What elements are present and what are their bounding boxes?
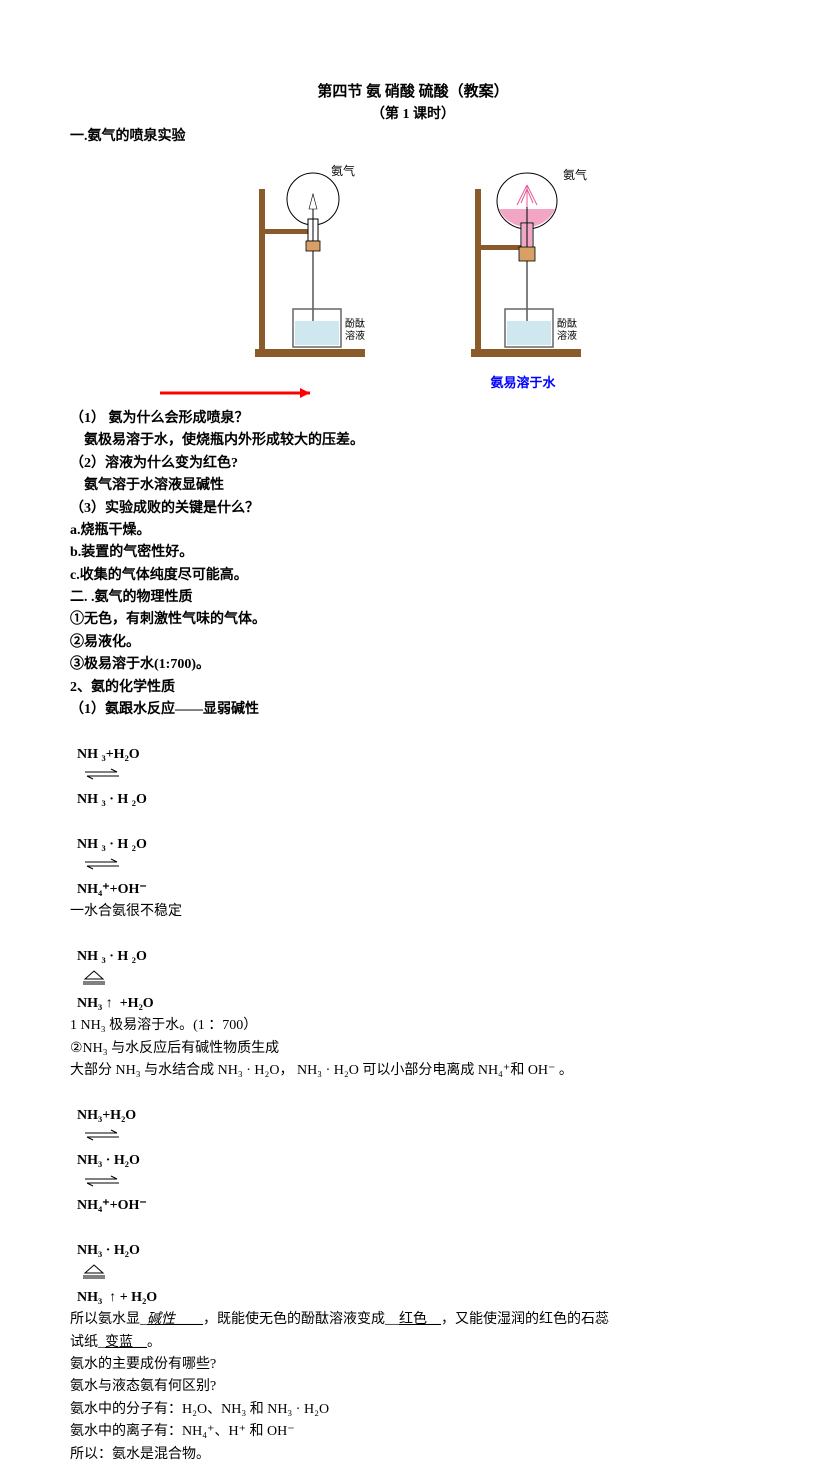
blank-red: 红色__ bbox=[399, 1312, 441, 1327]
heat-triangle-icon bbox=[81, 969, 107, 993]
conc-d: 试纸_ bbox=[70, 1335, 105, 1350]
eq1-right: NH ₃ · H ₂O bbox=[77, 792, 147, 807]
phys-1: ①无色，有刺激性气味的气体。 bbox=[70, 609, 756, 631]
qa-2: 氨水与液态氨有何区别? bbox=[70, 1376, 756, 1398]
stand-base-r bbox=[471, 349, 581, 357]
clamp-r bbox=[475, 245, 525, 250]
eq1-left: NH ₃+H₂O bbox=[77, 747, 140, 762]
heat-triangle-icon bbox=[81, 1263, 107, 1287]
beaker-liquid-r bbox=[507, 321, 551, 345]
stopper-r bbox=[519, 247, 535, 261]
blank-blue: 变蓝__ bbox=[105, 1335, 147, 1350]
beaker-liquid bbox=[295, 321, 339, 345]
q1: （1） 氨为什么会形成喷泉？ bbox=[70, 408, 756, 430]
label-gas-left: 氨气 bbox=[331, 163, 355, 178]
a1: 氨极易溶于水，使烧瓶内外形成较大的压差。 bbox=[70, 430, 756, 452]
stand-rod bbox=[259, 189, 265, 351]
apparatus-after-icon: 氨气 酚酞 溶液 bbox=[443, 159, 603, 369]
eq4-right: NH₄⁺+OH⁻ bbox=[77, 1198, 147, 1213]
conc-b: ，既能使无色的酚酞溶液变成__ bbox=[203, 1312, 399, 1327]
q2: （2）溶液为什么变为红色? bbox=[70, 453, 756, 475]
caption-soluble: 氨易溶于水 bbox=[490, 373, 555, 394]
ions-line: 氨水中的离子有：NH₄⁺、H⁺ 和 OH⁻ bbox=[70, 1421, 756, 1443]
equation-5: NH₃ · H₂O NH₃ ↑ + H₂O bbox=[70, 1218, 756, 1310]
eq4-mid: NH₃ · H₂O bbox=[77, 1153, 140, 1168]
final-line: 所以：氨水是混合物。 bbox=[70, 1444, 756, 1466]
heading-react-water: （1）氨跟水反应——显弱碱性 bbox=[70, 699, 756, 721]
diagram-right: 氨气 酚酞 溶液 氨易溶于水 bbox=[443, 159, 603, 394]
stopper bbox=[306, 241, 320, 251]
diagram-row: 氨气 酚酞 溶液 氨气 bbox=[70, 159, 756, 394]
q3: （3）实验成败的关键是什么？ bbox=[70, 498, 756, 520]
conc-c: ，又能使湿润的红色的石蕊 bbox=[441, 1312, 609, 1327]
label-solution-left: 酚酞 bbox=[345, 317, 365, 330]
equilibrium-icon bbox=[83, 856, 121, 878]
key-b: b.装置的气密性好。 bbox=[70, 542, 756, 564]
point-2: ②NH₃ 与水反应后有碱性物质生成 bbox=[70, 1038, 756, 1060]
label-solution-left2: 溶液 bbox=[345, 329, 365, 342]
stand-rod-r bbox=[475, 189, 481, 351]
phys-3: ③极易溶于水(1:700)。 bbox=[70, 654, 756, 676]
heading-fountain-exp: 一.氨气的喷泉实验 bbox=[70, 126, 756, 148]
equilibrium-icon bbox=[83, 766, 121, 788]
point-3: 大部分 NH₃ 与水结合成 NH₃ · H₂O， NH₃ · H₂O 可以小部分… bbox=[70, 1060, 756, 1082]
eq5-left: NH₃ · H₂O bbox=[77, 1243, 140, 1258]
molecules-line: 氨水中的分子有：H₂O、NH₃ 和 NH₃ · H₂O bbox=[70, 1399, 756, 1421]
eq2-right: NH₄⁺+OH⁻ bbox=[77, 882, 147, 897]
unstable-line: 一水合氨很不稳定 bbox=[70, 901, 756, 923]
page-title: 第四节 氨 硝酸 硫酸（教案） bbox=[70, 80, 756, 104]
point-1: 1 NH₃ 极易溶于水。(1 ：700） bbox=[70, 1015, 756, 1037]
conclusion-line-2: 试纸_变蓝__。 bbox=[70, 1332, 756, 1354]
equation-3: NH ₃ · H ₂O NH₃ ↑ +H₂O bbox=[70, 924, 756, 1016]
stand-base bbox=[255, 349, 365, 357]
equation-1: NH ₃+H₂O NH ₃ · H ₂O bbox=[70, 721, 756, 811]
conc-a: 所以氨水显_ bbox=[70, 1312, 147, 1327]
label-solution-right: 酚酞 bbox=[557, 317, 577, 330]
eq3-left: NH ₃ · H ₂O bbox=[77, 949, 147, 964]
apparatus-before-icon: 氨气 酚酞 溶液 bbox=[223, 159, 383, 369]
eq2-left: NH ₃ · H ₂O bbox=[77, 837, 147, 852]
equilibrium-icon bbox=[83, 1127, 121, 1149]
eq4-left: NH₃+H₂O bbox=[77, 1108, 136, 1123]
page-subtitle: （第 1 课时） bbox=[70, 104, 756, 126]
eq5-right: NH₃ ↑ + H₂O bbox=[77, 1290, 157, 1305]
conc-e: 。 bbox=[147, 1335, 161, 1350]
eq3-right: NH₃ ↑ +H₂O bbox=[77, 996, 154, 1011]
diagram-left: 氨气 酚酞 溶液 bbox=[223, 159, 383, 394]
heading-physical: 二. .氨气的物理性质 bbox=[70, 587, 756, 609]
conclusion-line-1: 所以氨水显_碱性____，既能使无色的酚酞溶液变成__红色__，又能使湿润的红色… bbox=[70, 1309, 756, 1331]
phys-2: ②易液化。 bbox=[70, 632, 756, 654]
equation-4: NH₃+H₂O NH₃ · H₂O NH₄⁺+OH⁻ bbox=[70, 1083, 756, 1218]
label-gas-right: 氨气 bbox=[563, 167, 587, 182]
key-c: c.收集的气体纯度尽可能高。 bbox=[70, 565, 756, 587]
heading-chemical: 2、氨的化学性质 bbox=[70, 677, 756, 699]
equation-2: NH ₃ · H ₂O NH₄⁺+OH⁻ bbox=[70, 811, 756, 901]
key-a: a.烧瓶干燥。 bbox=[70, 520, 756, 542]
blank-alkaline: 碱性____ bbox=[147, 1312, 203, 1327]
equilibrium-icon bbox=[83, 1173, 121, 1195]
a2: 氨气溶于水溶液显碱性 bbox=[70, 475, 756, 497]
label-solution-right2: 溶液 bbox=[557, 329, 577, 342]
qa-1: 氨水的主要成份有哪些? bbox=[70, 1354, 756, 1376]
